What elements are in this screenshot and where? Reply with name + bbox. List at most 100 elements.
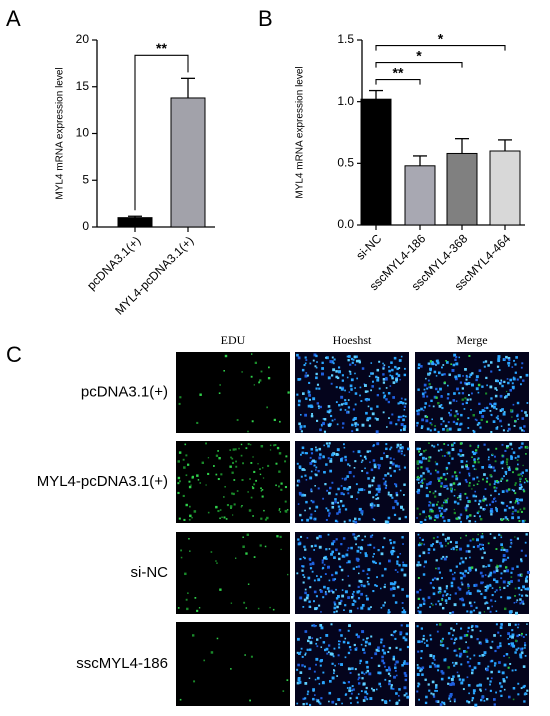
cell <box>514 595 516 597</box>
cell <box>320 646 323 648</box>
cell <box>255 479 258 482</box>
cell <box>367 583 370 586</box>
cell <box>506 596 510 600</box>
cell <box>347 463 350 466</box>
cell <box>499 634 502 637</box>
cell <box>473 458 476 460</box>
cell <box>321 361 324 365</box>
cell <box>308 600 311 603</box>
cell <box>380 641 383 644</box>
cell <box>395 372 399 376</box>
cell <box>310 513 313 516</box>
cell <box>465 504 469 508</box>
cell <box>504 358 506 360</box>
cell <box>316 536 319 540</box>
cell <box>434 490 437 493</box>
cell <box>210 651 214 654</box>
cell <box>470 566 474 569</box>
cell <box>402 508 405 511</box>
cell <box>351 361 354 364</box>
cell <box>461 465 464 469</box>
cell <box>465 592 469 595</box>
cell <box>458 356 461 359</box>
cell <box>474 703 478 707</box>
cell <box>489 680 492 683</box>
cell <box>372 476 376 479</box>
cell <box>525 575 529 579</box>
cell <box>371 412 375 416</box>
cell <box>331 700 335 704</box>
cell <box>438 623 442 626</box>
cell <box>347 406 351 409</box>
cell <box>443 455 446 457</box>
cell <box>510 576 513 578</box>
cell <box>511 448 513 450</box>
significance-label: ** <box>393 64 404 80</box>
cell <box>328 579 331 582</box>
cell <box>417 478 420 481</box>
error-bar <box>128 215 142 218</box>
cell <box>355 355 358 358</box>
cell <box>333 647 336 650</box>
cell <box>311 570 314 573</box>
cell <box>457 418 459 421</box>
cell <box>514 363 517 366</box>
cell <box>496 365 500 368</box>
cell <box>468 692 470 695</box>
cell <box>499 394 503 398</box>
cell <box>378 464 381 467</box>
cell <box>347 596 350 599</box>
cell <box>249 478 251 480</box>
cell <box>324 592 328 596</box>
cell <box>375 498 378 500</box>
cell <box>339 500 343 503</box>
cell <box>311 637 314 639</box>
cell <box>303 598 307 602</box>
cell <box>450 409 452 412</box>
significance-label: * <box>438 30 444 46</box>
cell <box>316 676 320 680</box>
cell <box>384 480 387 483</box>
cell <box>506 390 508 393</box>
cell <box>338 557 341 561</box>
cell <box>301 451 304 454</box>
cell <box>523 481 526 484</box>
cell <box>278 485 280 488</box>
cell <box>468 394 470 397</box>
cell <box>485 392 488 395</box>
cell <box>440 485 443 488</box>
cell <box>231 471 234 474</box>
cell <box>393 458 395 460</box>
cell <box>300 414 302 416</box>
cell <box>387 609 390 612</box>
cell <box>416 424 418 427</box>
cell <box>437 402 440 405</box>
cell <box>259 379 262 382</box>
cell <box>430 399 433 403</box>
cell <box>375 562 377 565</box>
cell <box>417 577 420 579</box>
cell <box>389 385 392 387</box>
cell <box>465 509 468 512</box>
cell <box>376 442 380 446</box>
cell <box>348 519 351 522</box>
cell <box>304 362 307 365</box>
cell <box>507 357 511 360</box>
cell <box>373 553 376 555</box>
cell <box>348 486 352 489</box>
cell <box>328 512 331 515</box>
cell <box>493 405 496 409</box>
cell <box>364 384 367 387</box>
cell <box>333 358 336 361</box>
cell <box>301 569 304 572</box>
cell <box>433 428 437 431</box>
cell <box>432 492 435 495</box>
cell <box>374 652 378 656</box>
cell <box>319 659 322 663</box>
cell <box>401 450 403 453</box>
significance-bracket <box>375 79 421 85</box>
cell <box>520 687 523 690</box>
cell <box>396 562 399 565</box>
cell <box>501 501 505 505</box>
cell <box>486 384 488 387</box>
